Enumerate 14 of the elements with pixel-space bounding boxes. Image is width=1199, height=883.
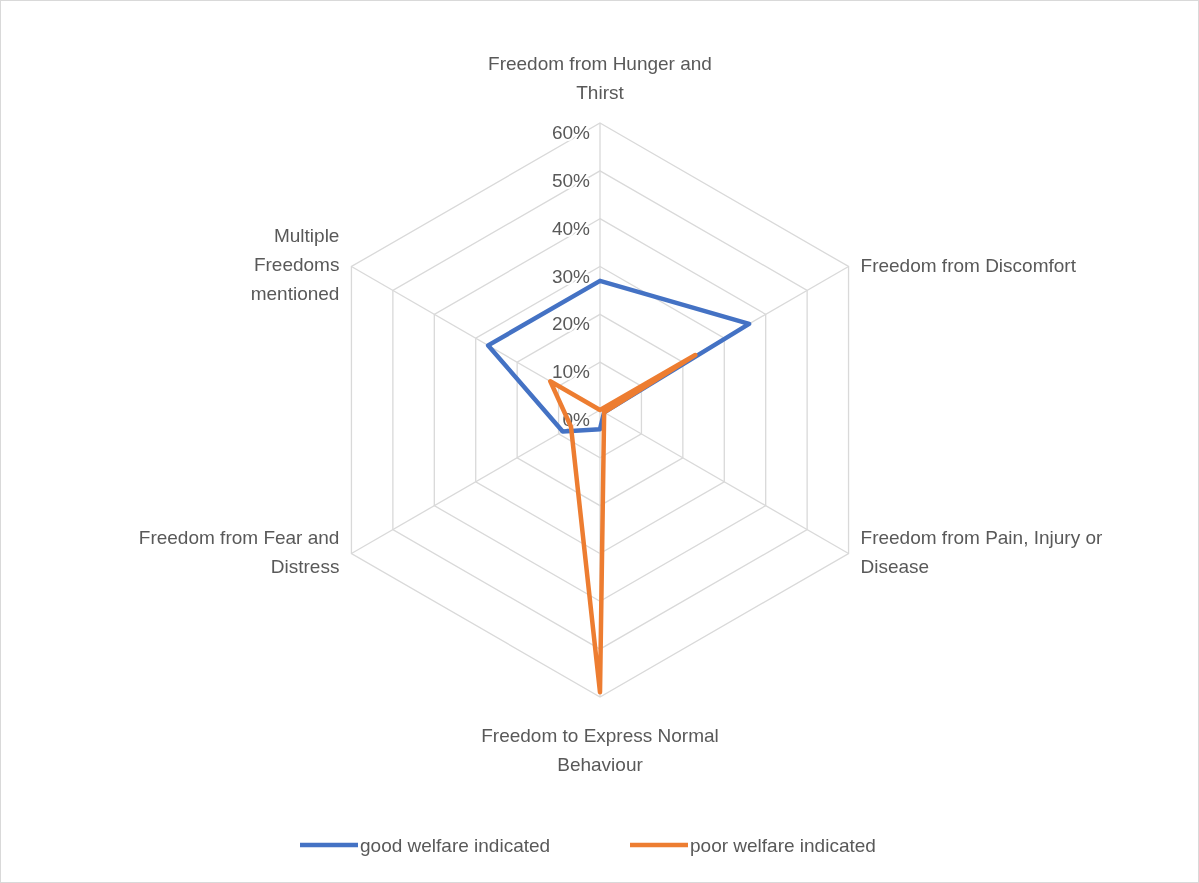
y-tick-label: 60% [551, 122, 591, 143]
y-tick-label: 40% [551, 217, 591, 239]
spoke-label: Freedom from Hunger and Thirst [488, 53, 712, 104]
y-tick-label: 30% [551, 265, 591, 287]
spoke-label: Freedom to Express Normal Behaviour [481, 725, 719, 776]
spoke-label: Multiple Freedoms mentioned [250, 224, 340, 304]
legend-label: good welfare indicated [360, 835, 551, 856]
legend-label: poor welfare indicated [690, 835, 876, 856]
y-tick-label: 20% [551, 313, 591, 335]
y-tick-label: 50% [551, 169, 591, 191]
spoke-label: Freedom from Fear and Distress [138, 526, 340, 577]
spoke-label: Freedom from Discomfort [860, 254, 1077, 276]
spoke-label: Freedom from Pain, Injury or Disease [860, 526, 1104, 577]
y-tick-label: 10% [551, 361, 591, 383]
